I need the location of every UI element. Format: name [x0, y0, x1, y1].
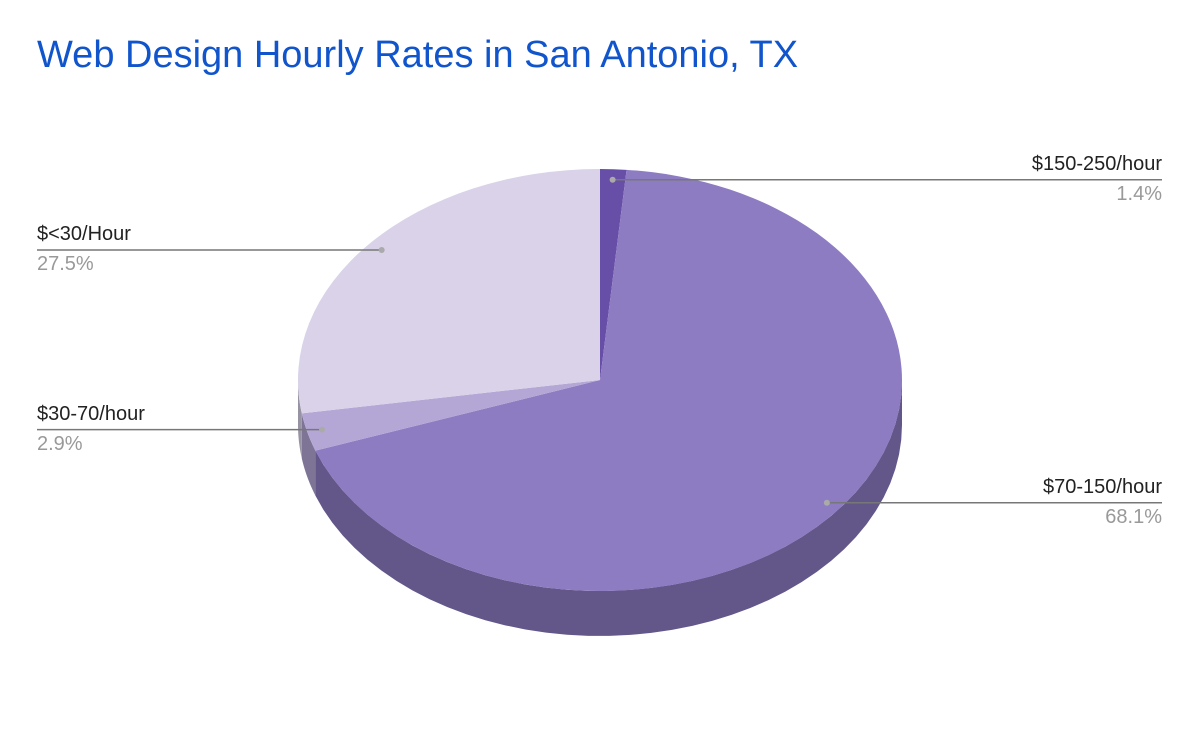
slice-label: $30-70/hour	[37, 403, 145, 425]
slice	[315, 169, 903, 591]
chart-title: Web Design Hourly Rates in San Antonio, …	[37, 34, 798, 76]
leader-dot	[823, 499, 830, 506]
slice-value-label: 2.9%	[37, 433, 83, 455]
slice-side	[301, 413, 316, 496]
slice	[301, 380, 600, 451]
slice-value-label: 68.1%	[1105, 506, 1162, 528]
leader-dot	[609, 176, 616, 183]
leader-dot	[378, 246, 385, 253]
slice-side	[298, 380, 302, 459]
slice-value-label: 27.5%	[37, 253, 94, 275]
slice	[600, 169, 627, 380]
slice	[298, 169, 600, 414]
slice-label: $150-250/hour	[1032, 153, 1162, 175]
slice-side	[315, 380, 902, 636]
slice-value-label: 1.4%	[1116, 183, 1162, 205]
slice-label: $<30/Hour	[37, 223, 131, 245]
leader-dot	[319, 426, 326, 433]
slice-label: $70-150/hour	[1043, 476, 1162, 498]
